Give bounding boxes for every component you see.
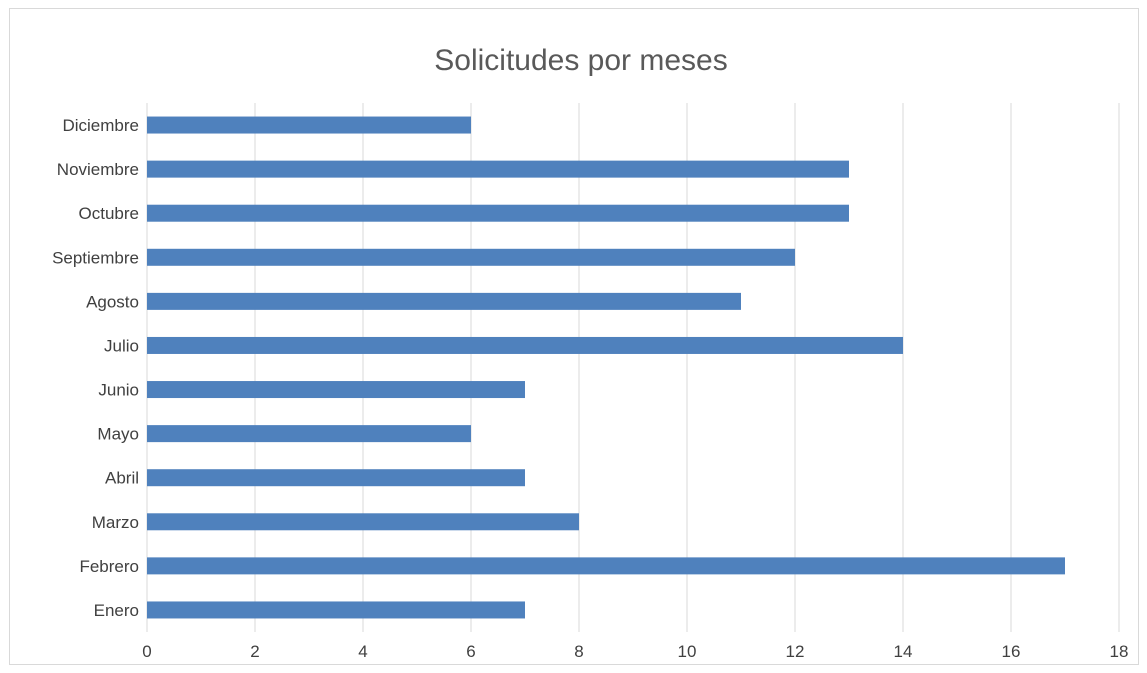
y-tick-label: Septiembre: [52, 248, 139, 267]
x-tick-label: 4: [358, 642, 367, 661]
x-tick-label: 12: [786, 642, 805, 661]
bar: [147, 292, 741, 310]
bar: [147, 204, 849, 222]
gridlines: [146, 103, 1120, 632]
bar: [147, 381, 525, 399]
x-tick-label: 14: [894, 642, 913, 661]
category-axis-labels: Enero Febrero Marzo Abril Mayo Junio Julio Agos…: [52, 116, 139, 620]
bar: [147, 469, 525, 487]
x-tick-label: 8: [574, 642, 583, 661]
y-tick-label: Abril: [105, 469, 139, 488]
x-tick-label: 6: [466, 642, 475, 661]
y-tick-label: Junio: [98, 381, 139, 400]
y-tick-label: Noviembre: [57, 160, 139, 179]
bar: [147, 116, 471, 134]
x-tick-label: 2: [250, 642, 259, 661]
bar: [147, 425, 471, 443]
y-tick-label: Febrero: [79, 557, 139, 576]
chart-title: Solicitudes por meses: [434, 44, 727, 77]
bar: [147, 513, 579, 531]
y-tick-label: Agosto: [86, 292, 139, 311]
y-tick-label: Diciembre: [62, 116, 139, 135]
y-tick-label: Mayo: [97, 425, 139, 444]
bar: [147, 557, 1065, 575]
y-tick-label: Marzo: [92, 513, 139, 532]
bar: [147, 248, 795, 266]
y-tick-label: Enero: [94, 601, 139, 620]
x-tick-label: 18: [1110, 642, 1129, 661]
value-axis-labels: 0 2 4 6 8 10 12 14 16 18: [142, 642, 1128, 661]
bar: [147, 601, 525, 619]
y-tick-label: Octubre: [79, 204, 139, 223]
y-tick-label: Julio: [104, 336, 139, 355]
bar: [147, 336, 903, 354]
x-tick-label: 16: [1002, 642, 1021, 661]
x-tick-label: 10: [678, 642, 697, 661]
x-tick-label: 0: [142, 642, 151, 661]
bars: [147, 116, 1065, 619]
bar: [147, 160, 849, 178]
